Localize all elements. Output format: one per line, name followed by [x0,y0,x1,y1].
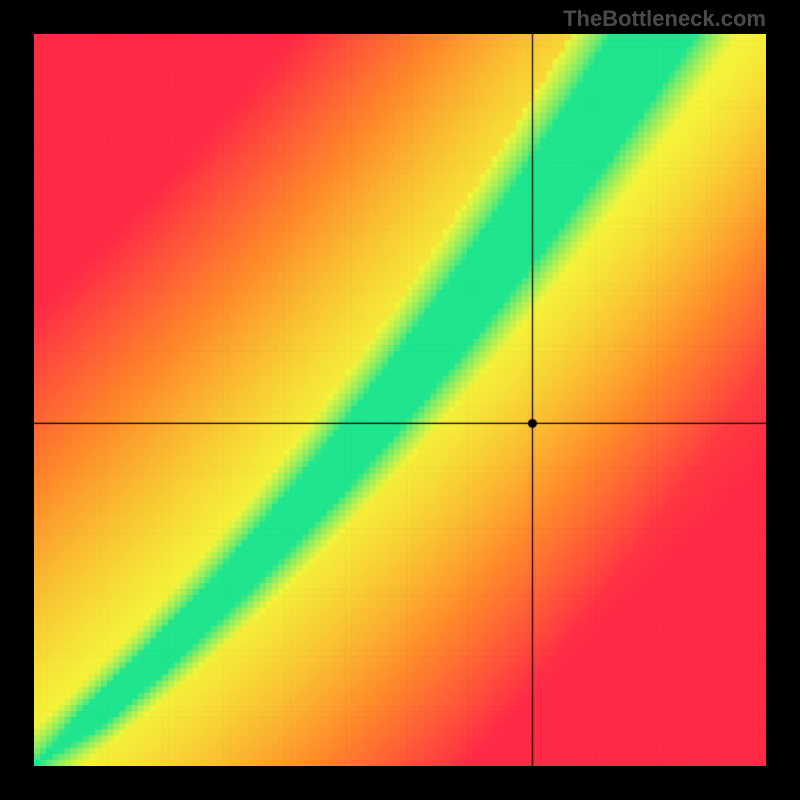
attribution-text: TheBottleneck.com [563,6,766,32]
figure-root: TheBottleneck.com [0,0,800,800]
heatmap-canvas [34,34,766,766]
plot-area [34,34,766,766]
